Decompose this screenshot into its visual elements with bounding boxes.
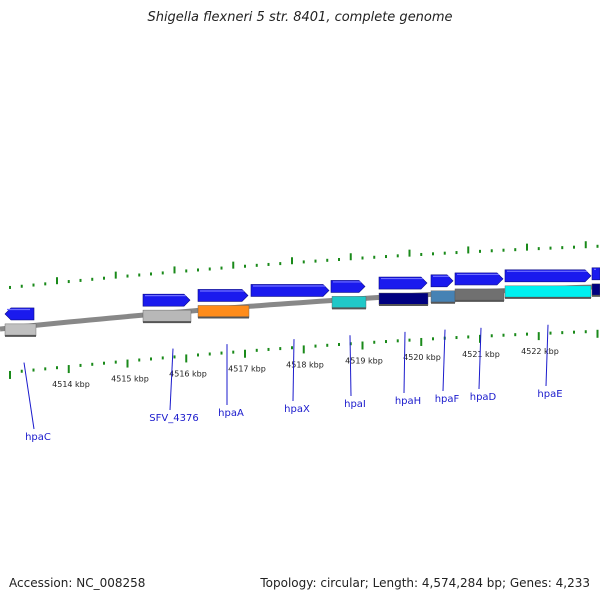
label-leader bbox=[403, 331, 406, 394]
map-title: Shigella flexneri 5 str. 8401, complete … bbox=[147, 10, 453, 25]
gene-arrow bbox=[142, 293, 191, 307]
gene-arrow bbox=[330, 280, 366, 293]
scale-label: 4518 kbp bbox=[286, 360, 324, 369]
gene-arrow bbox=[504, 269, 592, 283]
gene-label: hpaI bbox=[344, 399, 366, 410]
feature-box bbox=[430, 290, 456, 303]
label-leader bbox=[349, 335, 352, 397]
inner-tick-track bbox=[9, 329, 599, 379]
feature-box bbox=[197, 305, 250, 318]
feature-box bbox=[331, 296, 367, 309]
gene-label: hpaF bbox=[435, 394, 460, 405]
label-leader bbox=[545, 324, 549, 387]
gene-track bbox=[4, 267, 600, 321]
gene-label: hpaE bbox=[537, 389, 562, 400]
feature-box bbox=[504, 285, 592, 299]
accession-text: Accession: NC_008258 bbox=[9, 576, 146, 590]
gene-arrow bbox=[591, 267, 600, 281]
gene-arrow bbox=[197, 289, 249, 302]
scale-label: 4520 kbp bbox=[403, 353, 441, 362]
scale-labels: 4514 kbp 4515 kbp 4516 kbp 4517 kbp 4518 kbp… bbox=[52, 347, 559, 389]
scale-label: 4519 kbp bbox=[345, 356, 383, 365]
label-leader bbox=[23, 362, 35, 430]
label-leader bbox=[292, 339, 295, 402]
feature-box bbox=[142, 309, 192, 323]
label-leader bbox=[169, 348, 174, 411]
gene-label: hpaD bbox=[470, 392, 497, 403]
feature-box bbox=[591, 283, 600, 297]
outer-tick-track bbox=[9, 241, 599, 289]
scale-label: 4522 kbp bbox=[521, 347, 559, 356]
gene-arrow bbox=[454, 272, 504, 286]
scale-label: 4514 kbp bbox=[52, 380, 90, 389]
scale-label: 4517 kbp bbox=[228, 365, 266, 374]
scale-label: 4515 kbp bbox=[111, 374, 149, 383]
gene-label: hpaC bbox=[25, 432, 51, 443]
label-leader bbox=[442, 329, 446, 392]
feature-track bbox=[4, 283, 600, 337]
topology-text: Topology: circular; Length: 4,574,284 bp… bbox=[260, 576, 590, 590]
gene-label: hpaX bbox=[284, 404, 310, 415]
label-leader bbox=[478, 327, 482, 390]
scale-label: 4521 kbp bbox=[462, 350, 500, 359]
gene-labels: hpaC SFV_4376 hpaA hpaX hpaI hpaH hpaF hpaD hpaE bbox=[23, 324, 563, 443]
gene-arrow bbox=[250, 284, 330, 297]
feature-box bbox=[378, 292, 429, 306]
gene-arrow bbox=[430, 274, 454, 288]
gene-label: hpaA bbox=[218, 408, 244, 419]
gene-label: SFV_4376 bbox=[149, 413, 198, 424]
gene-arrow bbox=[4, 307, 35, 321]
gene-label: hpaH bbox=[395, 396, 421, 407]
scale-label: 4516 kbp bbox=[169, 369, 207, 378]
feature-box bbox=[454, 288, 505, 302]
gene-arrow bbox=[378, 276, 428, 290]
feature-box bbox=[4, 323, 37, 337]
